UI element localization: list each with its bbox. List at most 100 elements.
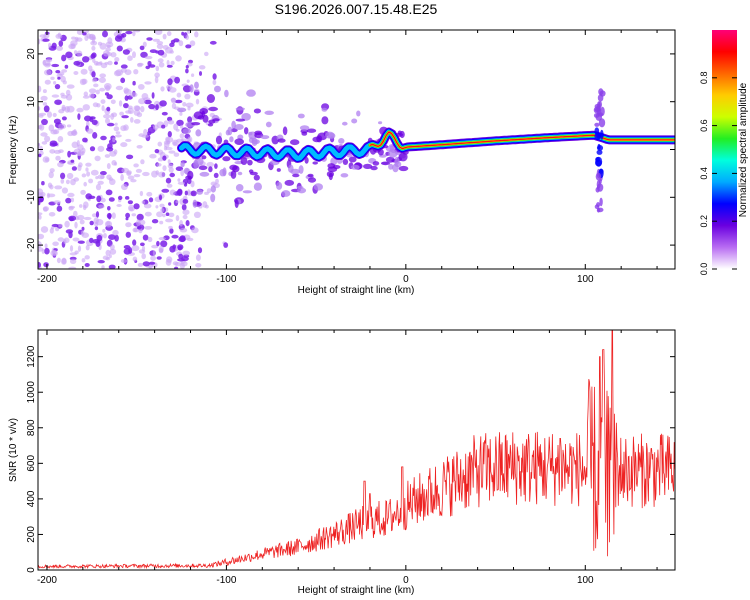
spectrogram-scatter-blob [190,190,197,197]
spectrogram-noise-blob [58,72,65,76]
spectrogram-noise-blob [91,45,96,51]
spectrogram-noise-blob [86,171,91,177]
spectrogram-noise-blob [210,181,217,186]
spectrogram-noise-blob [100,135,107,141]
spectrogram-noise-blob [103,114,111,119]
spectrogram-ylabel: Frequency (Hz) [8,116,19,185]
spectrogram-scatter-blob [244,127,249,135]
spectrogram-noise-blob [74,216,80,221]
spectrogram-scatter-blob [182,85,192,93]
spectrogram-ytick-label: 20 [26,48,37,60]
spectrogram-noise-blob [85,162,92,167]
spectrogram-noise-blob [89,34,94,39]
spectrogram-noise-blob [68,266,77,269]
spectrogram-noise-blob [80,189,86,195]
spectrogram-scatter-blob [392,163,399,173]
spectrogram-noise-blob [160,240,168,248]
spectrogram-noise-blob [38,125,43,130]
spectrogram-noise-blob [68,205,76,209]
snr-ytick-label: 400 [26,490,37,507]
spectrogram-noise-blob [94,226,99,231]
spectrogram-noise-blob [193,211,201,218]
spectrogram-noise-blob [97,41,103,46]
spectrogram-noise-blob [76,30,84,35]
spectrogram-noise-blob [60,92,65,97]
spectrogram-noise-blob [88,65,93,72]
spectrogram-noise-blob [133,69,139,75]
spectrogram-noise-blob [120,125,127,132]
spectrogram-noise-blob [156,211,163,218]
spectrogram-noise-blob [44,62,52,66]
spectrogram-noise-blob [53,118,61,125]
spectrogram-noise-blob [102,255,110,260]
spectrogram-noise-blob [139,45,145,51]
spectrogram-noise-blob [166,59,170,66]
spectrogram-noise-blob [61,54,67,62]
spectrogram-noise-blob [185,220,190,227]
spectrogram-noise-blob [73,129,77,135]
spectrogram-scatter-blob [253,108,261,114]
spectrogram-scatter-blob [399,130,405,139]
spectrogram-noise-blob [214,163,218,169]
spectrogram-noise-blob [116,204,122,207]
spectrogram-noise-blob [70,159,75,163]
spectrogram-scatter-blob [202,114,209,123]
spectrogram-noise-blob [64,220,70,228]
spectrogram-noise-blob [83,91,89,97]
spectrogram-noise-blob [151,92,155,99]
spectrogram-noise-blob [81,151,85,156]
spectrogram-scatter-blob [388,148,398,158]
spectrogram-noise-blob [182,102,187,107]
spectrogram-noise-blob [206,188,212,194]
spectrogram-noise-blob [168,167,174,173]
spectrogram-noise-blob [43,69,52,76]
spectrogram-noise-blob [95,89,100,95]
spectrogram-noise-blob [168,202,172,206]
spectrogram-noise-blob [141,134,149,138]
spectrogram-noise-blob [65,197,72,204]
spectrogram-scatter-blob [197,115,204,120]
spectrogram-noise-blob [143,128,148,136]
spectrogram-noise-blob [96,195,102,203]
snr-xtick-label: 0 [403,575,409,586]
spectrogram-noise-blob [154,72,160,78]
spectrogram-scatter-blob [290,139,300,146]
spectrogram-noise-blob [81,232,90,238]
spectrogram-noise-blob [111,212,116,219]
spectrogram-noise-blob [55,70,61,74]
spectrogram-marks [38,30,675,269]
spectrogram-noise-blob [131,245,140,252]
spectrogram-scatter-blob [297,187,307,194]
spectrogram-noise-blob [120,64,128,69]
spectrogram-noise-blob [209,40,217,45]
spectrogram-noise-blob [85,244,90,251]
spectrogram-scatter-blob [288,164,294,173]
spectrogram-noise-blob [103,50,110,57]
spectrogram-noise-blob [93,217,99,224]
spectrogram-noise-blob [83,201,89,209]
spectrogram-noise-blob [167,131,172,138]
spectrogram-scatter-blob [248,169,254,174]
spectrogram-noise-blob [142,171,150,177]
spectrogram-scatter-blob [312,161,319,165]
spectrogram-noise-blob [155,104,159,111]
spectrogram-noise-blob [184,190,188,196]
spectrogram-noise-blob [99,73,106,78]
spectrogram-noise-blob [66,124,72,128]
spectrogram-noise-blob [175,215,180,222]
spectrogram-noise-blob [105,189,113,196]
spectrogram-noise-blob [152,38,160,42]
spectrogram-noise-blob [133,203,140,210]
spectrogram-noise-blob [95,211,100,218]
spectrogram-noise-blob [43,105,50,113]
spectrogram-noise-blob [158,245,164,253]
spectrogram-noise-blob [154,149,160,154]
snr-series-line [38,330,675,570]
spectrogram-noise-blob [124,95,129,101]
spectrogram-noise-blob [133,109,141,116]
spectrogram-noise-blob [136,213,144,221]
spectrogram-noise-blob [151,219,159,224]
spectrogram-scatter-blob [208,166,213,173]
spectrogram-spike-blob [595,187,600,193]
spectrogram-noise-blob [191,73,195,77]
